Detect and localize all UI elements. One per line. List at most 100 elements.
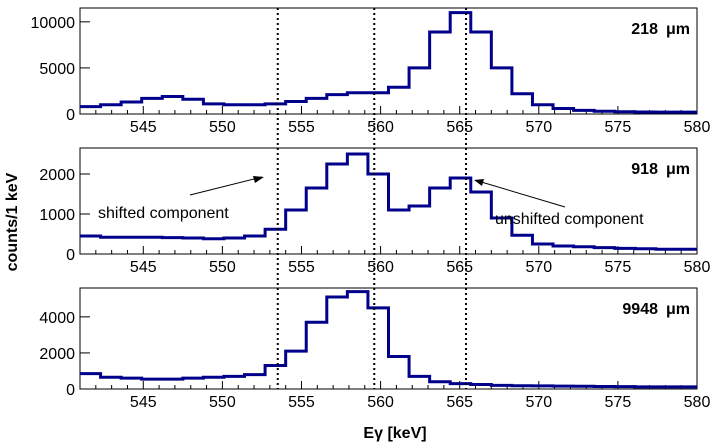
x-tick-label: 555 [288,119,315,136]
x-tick-label: 575 [605,394,632,411]
x-axis-title: Eγ [keV] [363,425,426,442]
histogram-bin [491,68,512,114]
histogram-series [80,11,697,114]
histogram-bin [183,238,204,254]
x-tick-label: 550 [209,259,236,276]
histogram-bin [306,322,327,389]
x-tick-label: 575 [605,119,632,136]
histogram-bin [327,95,348,114]
panel-frame [79,7,698,115]
panel-frame [79,147,698,255]
y-tick-label: 1000 [39,207,75,224]
histogram-bin [615,387,636,389]
vertical-markers [276,8,468,389]
histogram-bin [162,238,183,254]
histogram-bin [265,104,286,114]
x-tick-label: 555 [288,394,315,411]
histogram-bin [512,235,533,254]
histogram-bin [121,378,142,389]
panel-label: 918 μm [631,161,690,178]
histogram-bin [389,87,410,114]
histogram-bin [389,210,410,254]
x-tick-label: 545 [130,259,157,276]
histogram-bin [430,32,451,114]
y-tick-label: 0 [66,382,75,399]
histogram-bin [409,68,430,114]
histogram-bin [574,110,595,114]
panel-label-value: 918 [631,161,658,178]
x-tick-label: 560 [367,394,394,411]
histogram-bin [635,249,656,254]
histogram-bin [471,384,492,389]
x-tick-label: 580 [684,259,711,276]
y-tick-label: 0 [66,247,75,264]
histogram-bin [656,112,677,114]
histogram-bin [615,112,636,114]
histogram-bin [471,32,492,114]
histogram-bin [512,386,533,389]
histogram-bin [656,249,677,254]
histogram-bin [347,292,368,389]
histogram-bin [594,386,615,389]
x-tick-label: 575 [605,259,632,276]
panel-label-unit: μm [666,161,690,178]
panel-3: 545 550 555 560 565 570 575 580 0 2000 4000 9948 μm [39,287,710,411]
histogram-bin [409,206,430,254]
histogram-bin [327,164,348,254]
y-tick-label: 0 [66,107,75,124]
histogram-bin [615,248,636,254]
histogram-bin [286,102,307,114]
histogram-bin [101,105,122,114]
panel-label: 218 μm [631,21,690,38]
histogram-bin [450,13,471,114]
panel-1: 545 550 555 560 565 570 575 580 0 5000 10000 218 μm [31,7,711,136]
histogram-bin [306,188,327,254]
histogram-bin [491,385,512,389]
histogram-bin [286,210,307,254]
y-tick-label: 4000 [39,310,75,327]
histogram-bin [368,174,389,254]
histogram-bin [430,188,451,254]
histogram-bin [347,93,368,114]
histogram-bin [245,236,266,254]
x-tick-label: 570 [525,394,552,411]
x-tick-label: 545 [130,394,157,411]
panel-2: 545 550 555 560 565 570 575 580 0 1000 2000 918 μm [39,147,711,276]
histogram-bin [676,249,697,254]
histogram-bin [574,386,595,389]
x-tick-label: 560 [367,259,394,276]
y-axis-title: counts/1 keV [4,172,21,271]
x-tick-label: 580 [684,119,711,136]
histogram-bin [121,237,142,254]
panel-label-unit: μm [666,301,690,318]
histogram-bin [245,105,266,114]
histogram-bin [389,357,410,389]
panel-label-value: 218 [631,21,658,38]
histogram-bin [203,377,224,389]
x-tick-label: 555 [288,259,315,276]
histogram-bin [676,387,697,389]
histogram-bin [553,386,574,389]
histogram-bin [101,377,122,389]
y-tick-label: 5000 [39,61,75,78]
annotations: shifted component unshifted component [98,176,644,228]
histogram-bin [245,375,266,389]
x-tick-label: 565 [446,259,473,276]
histogram-bin [265,229,286,254]
histogram-bin [347,154,368,254]
x-tick-label: 570 [525,259,552,276]
histogram-bin [142,379,163,389]
histogram-series [80,152,697,251]
histogram-bin [203,239,224,254]
histogram-bin [635,387,656,389]
panel-frame [79,287,698,390]
histogram-bin [594,111,615,114]
histogram-bin [430,382,451,389]
x-tick-label: 545 [130,119,157,136]
histogram-bin [142,98,163,114]
histogram-bin [80,236,101,254]
histogram-bin [553,246,574,254]
arrow-shifted-head [253,176,264,183]
x-tick-label: 560 [367,119,394,136]
